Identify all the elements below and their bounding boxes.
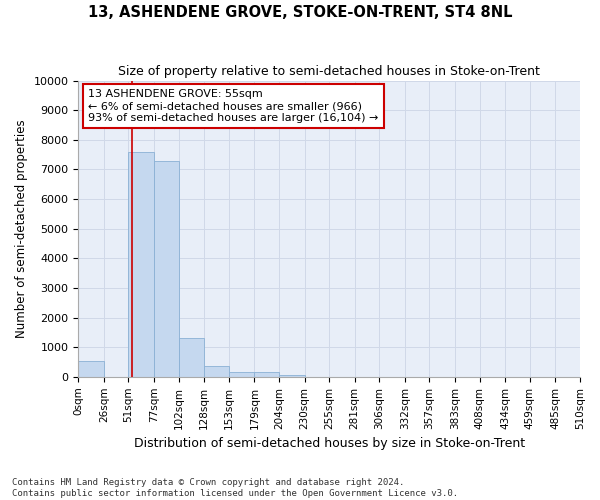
Bar [279,374,305,377]
Text: Contains HM Land Registry data © Crown copyright and database right 2024.
Contai: Contains HM Land Registry data © Crown c… [12,478,458,498]
Bar [154,160,179,377]
Bar [179,338,204,377]
Bar [204,366,229,377]
Bar [229,372,254,377]
X-axis label: Distribution of semi-detached houses by size in Stoke-on-Trent: Distribution of semi-detached houses by … [134,437,525,450]
Text: 13, ASHENDENE GROVE, STOKE-ON-TRENT, ST4 8NL: 13, ASHENDENE GROVE, STOKE-ON-TRENT, ST4… [88,5,512,20]
Bar [78,360,104,377]
Title: Size of property relative to semi-detached houses in Stoke-on-Trent: Size of property relative to semi-detach… [118,65,540,78]
Text: 13 ASHENDENE GROVE: 55sqm
← 6% of semi-detached houses are smaller (966)
93% of : 13 ASHENDENE GROVE: 55sqm ← 6% of semi-d… [88,90,379,122]
Bar [254,372,279,377]
Y-axis label: Number of semi-detached properties: Number of semi-detached properties [15,120,28,338]
Bar [128,152,154,377]
